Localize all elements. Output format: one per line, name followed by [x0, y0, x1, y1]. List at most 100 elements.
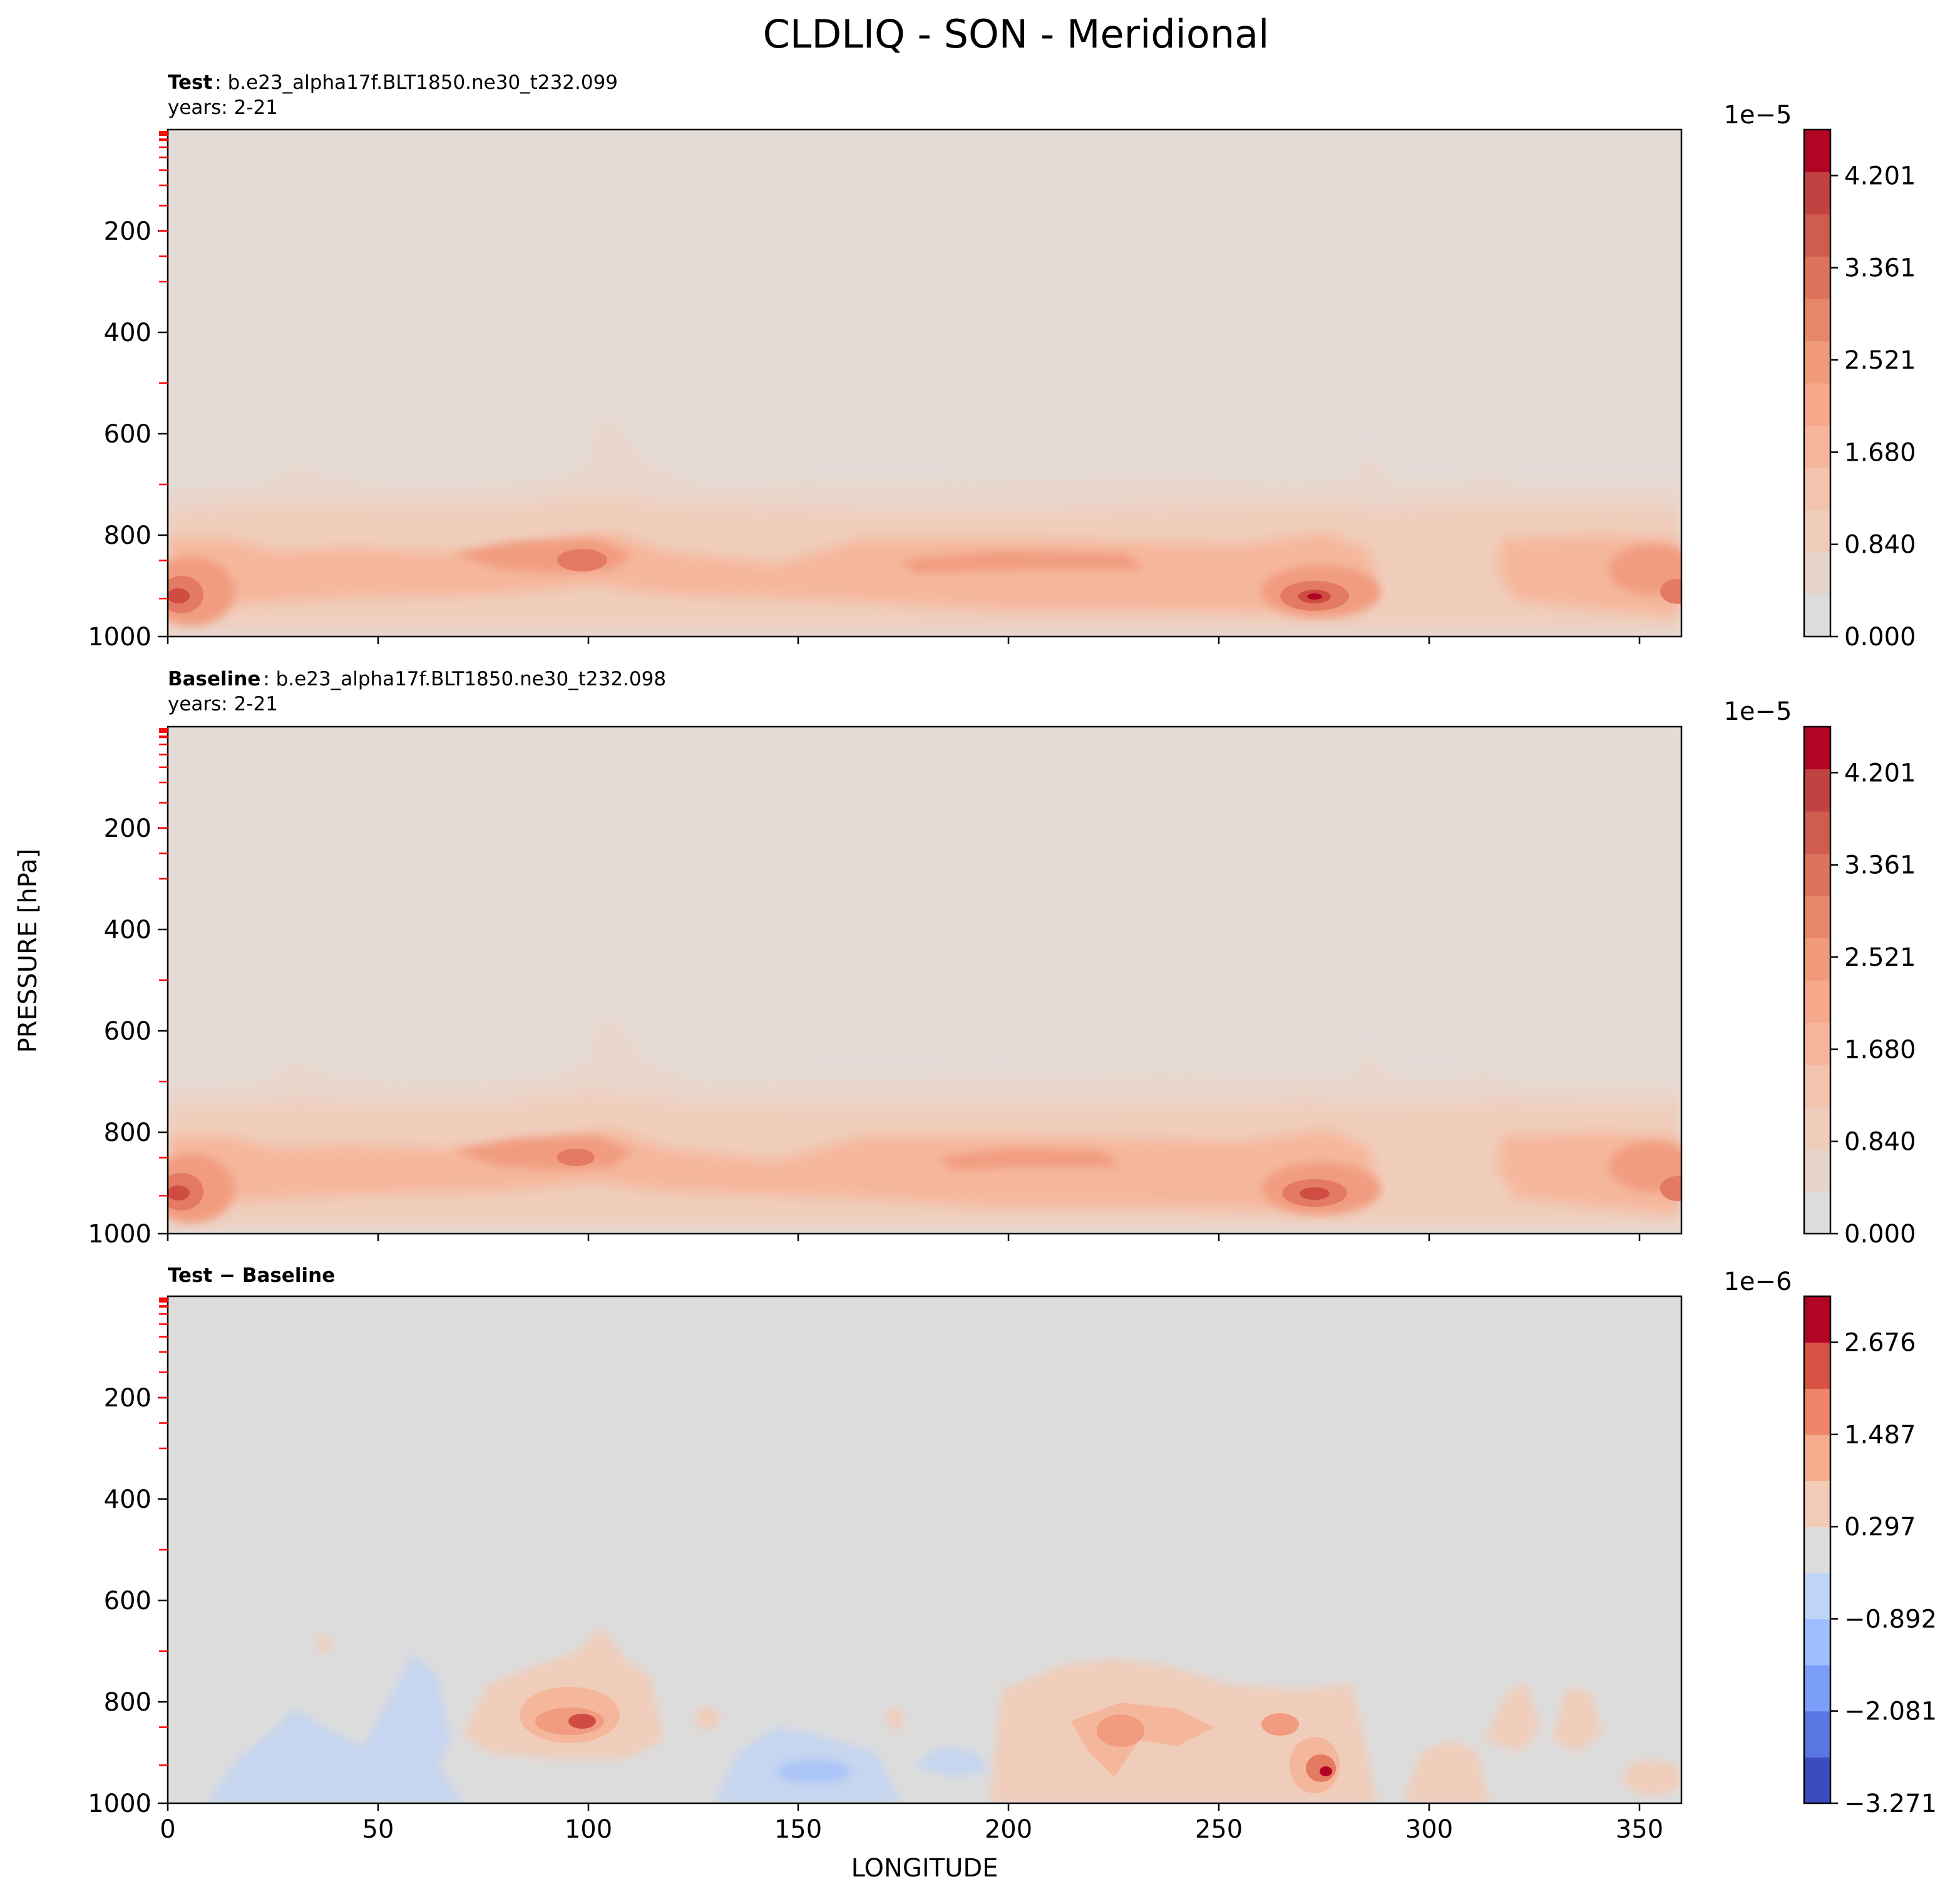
xtick-150: 150 — [774, 1815, 822, 1844]
panel-test-ytick-800: 800 — [104, 521, 151, 550]
panel-difference-neg-d — [776, 1760, 851, 1783]
panel-test: Test: b.e23_alpha17f.BLT1850.ne30_t232.0… — [88, 71, 1916, 652]
colorbar-swatch — [1804, 214, 1830, 257]
figure-title: CLDLIQ - SON - Meridional — [763, 11, 1270, 57]
panel-baseline-ytick-1000: 1000 — [88, 1220, 151, 1249]
panel-test-band-4e — [1609, 545, 1681, 595]
panel-difference-x-ticks: 0 50 100 150 200 250 300 350 — [160, 1803, 1663, 1844]
panel-test-band-4b — [901, 551, 1146, 573]
panel-difference-pos-e — [1552, 1690, 1603, 1753]
panel-difference-ytick-800: 800 — [104, 1688, 151, 1717]
colorbar-swatch — [1804, 1665, 1830, 1712]
y-axis-label: PRESSURE [hPa] — [14, 849, 43, 1053]
colorbar-tick-label: 2.521 — [1844, 943, 1916, 972]
colorbar-swatch — [1804, 1191, 1830, 1234]
panel-baseline-colorbar: 1e−5 0.000 0.840 1.680 2.521 3.361 4.201 — [1723, 697, 1916, 1249]
colorbar-swatch — [1804, 1022, 1830, 1065]
colorbar-swatch — [1804, 811, 1830, 854]
colorbar-swatch — [1804, 1434, 1830, 1482]
colorbar-tick-label: 2.676 — [1844, 1329, 1916, 1358]
colorbar-swatch — [1804, 425, 1830, 468]
panel-baseline: Baseline: b.e23_alpha17f.BLT1850.ne30_t2… — [88, 668, 1916, 1249]
xtick-200: 200 — [985, 1815, 1032, 1844]
colorbar-tick-label: 4.201 — [1844, 759, 1916, 787]
colorbar-swatch — [1804, 938, 1830, 981]
colorbar-swatch — [1804, 256, 1830, 299]
colorbar-swatch — [1804, 1572, 1830, 1620]
panel-baseline-label: Baseline — [168, 668, 260, 690]
panel-baseline-pressure-level-ticks — [159, 728, 168, 1197]
panel-baseline-band-5d — [557, 1149, 595, 1166]
panel-test-band-5c — [1660, 579, 1681, 604]
panel-baseline-case: : b.e23_alpha17f.BLT1850.ne30_t232.098 — [263, 668, 666, 690]
colorbar-tick-label: 0.840 — [1844, 531, 1916, 560]
colorbar-swatch — [1804, 1388, 1830, 1435]
panel-difference-neg-c — [914, 1746, 989, 1778]
colorbar-swatch — [1804, 468, 1830, 511]
colorbar-swatch — [1804, 1527, 1830, 1574]
colorbar-swatch — [1804, 1149, 1830, 1192]
colorbar-swatch — [1804, 1711, 1830, 1758]
colorbar-tick-label: 3.361 — [1844, 254, 1916, 283]
colorbar-tick-label: 1.680 — [1844, 438, 1916, 467]
panel-difference-ytick-600: 600 — [104, 1587, 151, 1615]
panel-difference-band-5c — [1306, 1754, 1336, 1782]
colorbar-swatch — [1804, 1296, 1830, 1343]
panel-test-field — [168, 130, 1681, 637]
panel-test-colorbar: 1e−5 0.000 0.840 1.680 2.521 3.361 4.201 — [1723, 101, 1916, 652]
xtick-350: 350 — [1616, 1815, 1663, 1844]
panel-test-ytick-600: 600 — [104, 420, 151, 449]
panel-difference-label: Test − Baseline — [168, 1264, 335, 1287]
x-axis-label: LONGITUDE — [851, 1854, 998, 1883]
panel-difference-pos-i — [318, 1634, 331, 1654]
panel-test-x-ticks — [167, 637, 1641, 644]
colorbar-swatch — [1804, 1342, 1830, 1389]
panel-test-core-a — [1307, 593, 1322, 600]
colorbar-frame — [1803, 725, 1832, 1235]
colorbar-tick-label: 1.680 — [1844, 1035, 1916, 1064]
panel-test-years: years: 2-21 — [168, 96, 278, 119]
colorbar-tick-label: −0.892 — [1844, 1605, 1937, 1634]
colorbar-tick-label: 3.361 — [1844, 851, 1916, 880]
panel-test-header: Test: b.e23_alpha17f.BLT1850.ne30_t232.0… — [168, 71, 618, 94]
panel-difference-ytick-1000: 1000 — [88, 1789, 151, 1818]
colorbar-tick-label: 1.487 — [1844, 1421, 1916, 1450]
colorbar-swatch — [1804, 171, 1830, 215]
panel-difference: Test − Baseline — [88, 1264, 1937, 1844]
colorbar-tick-label: 0.000 — [1844, 1220, 1916, 1249]
xtick-100: 100 — [565, 1815, 612, 1844]
colorbar-frame — [1803, 128, 1832, 638]
panel-baseline-band-4b — [939, 1148, 1121, 1170]
panel-test-ytick-200: 200 — [104, 217, 151, 246]
colorbar-tick-label: 2.521 — [1844, 346, 1916, 375]
panel-test-pressure-level-ticks — [159, 131, 168, 600]
panel-baseline-ytick-600: 600 — [104, 1017, 151, 1046]
panel-baseline-band-5c — [1660, 1176, 1681, 1201]
panel-test-band-5d — [557, 549, 607, 571]
panel-baseline-y-ticks: 200 400 600 800 1000 — [88, 814, 168, 1249]
colorbar-tick-label: 0.297 — [1844, 1513, 1916, 1542]
panel-difference-ytick-200: 200 — [104, 1384, 151, 1413]
colorbar-swatch — [1804, 340, 1830, 384]
panel-difference-pressure-level-ticks — [159, 1298, 168, 1766]
colorbar-swatch — [1804, 727, 1830, 770]
panel-difference-pos-d — [1484, 1684, 1540, 1753]
panel-difference-colorbar: 1e−6 −3.271 −2.081 −0.892 0.297 1.487 2.676 — [1723, 1267, 1937, 1818]
panel-difference-band-4b — [1097, 1714, 1144, 1747]
panel-difference-field — [168, 1296, 1681, 1803]
panel-baseline-x-ticks — [167, 1234, 1641, 1241]
panel-test-band-3 — [168, 532, 1377, 613]
colorbar-swatch — [1804, 980, 1830, 1023]
panel-difference-pos-f — [1623, 1760, 1681, 1795]
colorbar-tick-label: −2.081 — [1844, 1697, 1937, 1726]
panel-baseline-band-3 — [168, 1129, 1377, 1211]
panel-baseline-ytick-400: 400 — [104, 916, 151, 944]
panel-test-y-ticks: 200 400 600 800 1000 — [88, 217, 168, 652]
panel-test-ytick-1000: 1000 — [88, 623, 151, 652]
panel-difference-neg-a — [207, 1652, 463, 1803]
panel-test-ytick-400: 400 — [104, 319, 151, 347]
colorbar-swatch — [1804, 130, 1830, 173]
colorbar-swatch — [1804, 1619, 1830, 1666]
colorbar-swatch — [1804, 383, 1830, 426]
